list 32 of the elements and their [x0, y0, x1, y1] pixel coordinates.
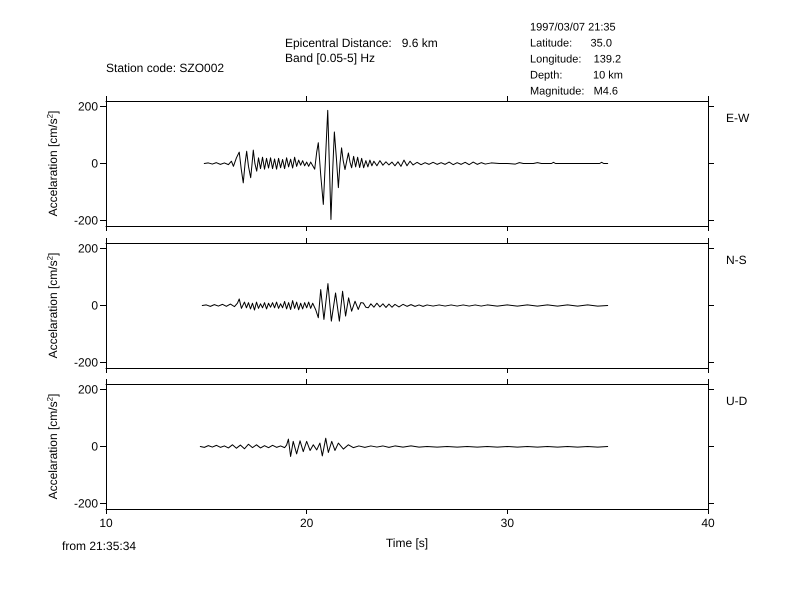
- text: E-W: [726, 111, 750, 125]
- y-tick-label: -200: [74, 496, 98, 510]
- y-axis-title: Accelaration [cm/s2]: [46, 394, 60, 500]
- y-tick-label: 200: [78, 382, 98, 397]
- y-tick-label: -200: [74, 355, 98, 370]
- text: from 21:35:34: [62, 539, 136, 553]
- y-tick-label: 200: [78, 100, 98, 114]
- y-axis-title: Accelaration [cm/s2]: [46, 110, 60, 216]
- x-tick-label: 20: [300, 516, 314, 530]
- y-tick-label: -200: [74, 213, 98, 228]
- text: U-D: [726, 394, 748, 408]
- text: Band [0.05-5] Hz: [285, 51, 376, 65]
- line-series: [204, 110, 608, 220]
- text: Latitude: 35.0: [530, 38, 612, 50]
- y-tick-label: 0: [91, 298, 98, 312]
- text: Depth: 10 km: [530, 70, 623, 82]
- line-series: [202, 283, 608, 322]
- text: N-S: [726, 253, 747, 267]
- text: Longitude: 139.2: [530, 54, 622, 66]
- x-axis-title: Time [s]: [386, 536, 428, 550]
- y-tick-label: 200: [78, 242, 98, 256]
- y-tick-label: 0: [91, 156, 98, 170]
- x-tick-label: 40: [701, 516, 715, 530]
- x-tick-label: 10: [99, 516, 113, 530]
- y-tick-label: 0: [91, 440, 98, 454]
- line-series: [200, 438, 608, 457]
- text: Epicentral Distance: 9.6 km: [285, 36, 438, 50]
- x-tick-label: 30: [500, 516, 514, 530]
- text: Station code: SZO002: [106, 61, 224, 75]
- text: 1997/03/07 21:35: [530, 22, 616, 34]
- text: Magnitude: M4.6: [530, 86, 618, 98]
- y-axis-title: Accelaration [cm/s2]: [46, 252, 60, 358]
